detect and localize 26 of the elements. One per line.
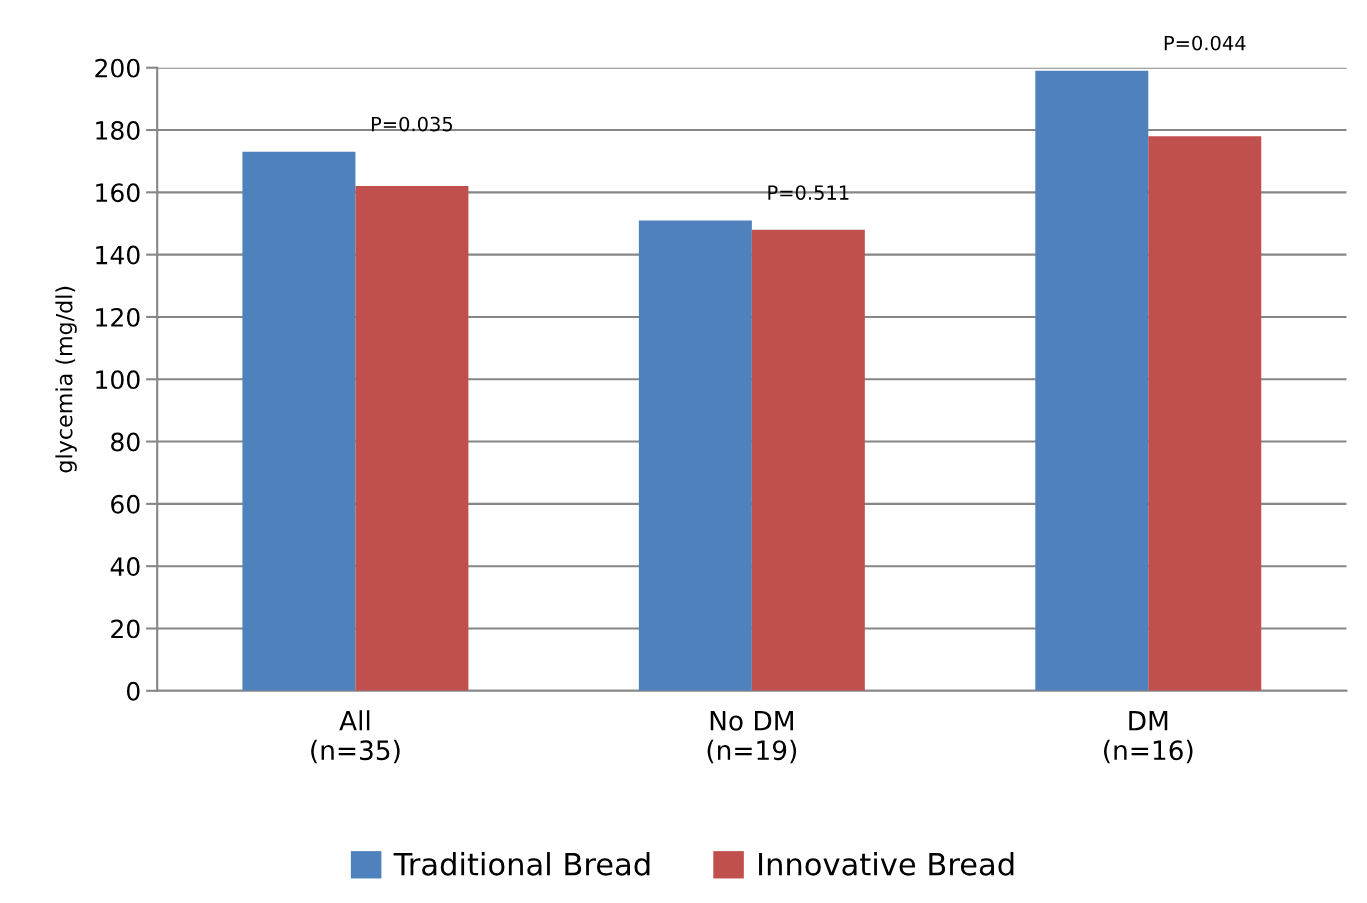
- y-axis-title: glycemia (mg/dl): [55, 286, 77, 473]
- y-tick-label: 0: [126, 681, 140, 701]
- y-tick-label: 160: [96, 183, 140, 203]
- bar: [242, 151, 356, 691]
- y-tick-label: 140: [96, 245, 140, 265]
- bar: [751, 229, 865, 691]
- x-tick-label: No DM (n=19): [707, 711, 797, 764]
- legend-label: Innovative Bread: [759, 852, 1014, 876]
- y-tick-label: 120: [96, 307, 140, 327]
- legend-label: Traditional Bread: [393, 852, 650, 876]
- y-tick-label: 60: [111, 494, 140, 514]
- y-tick-label: 20: [111, 619, 140, 639]
- bar: [638, 220, 752, 691]
- y-tick-label: 100: [96, 370, 140, 390]
- annotation: P=0.511: [768, 185, 849, 200]
- x-tick-label: DM (n=16): [1104, 711, 1193, 764]
- x-tick-label: All (n=35): [311, 710, 400, 764]
- bar: [1148, 136, 1262, 691]
- bar: [355, 186, 469, 691]
- y-tick-label: 180: [96, 120, 140, 140]
- text: P=0.044: [1164, 35, 1246, 51]
- y-tick-label: 200: [95, 58, 140, 78]
- annotation: P=0.035: [371, 116, 453, 132]
- y-tick-label: 40: [110, 557, 140, 577]
- y-tick-label: 80: [111, 432, 140, 452]
- bar: [1035, 70, 1149, 691]
